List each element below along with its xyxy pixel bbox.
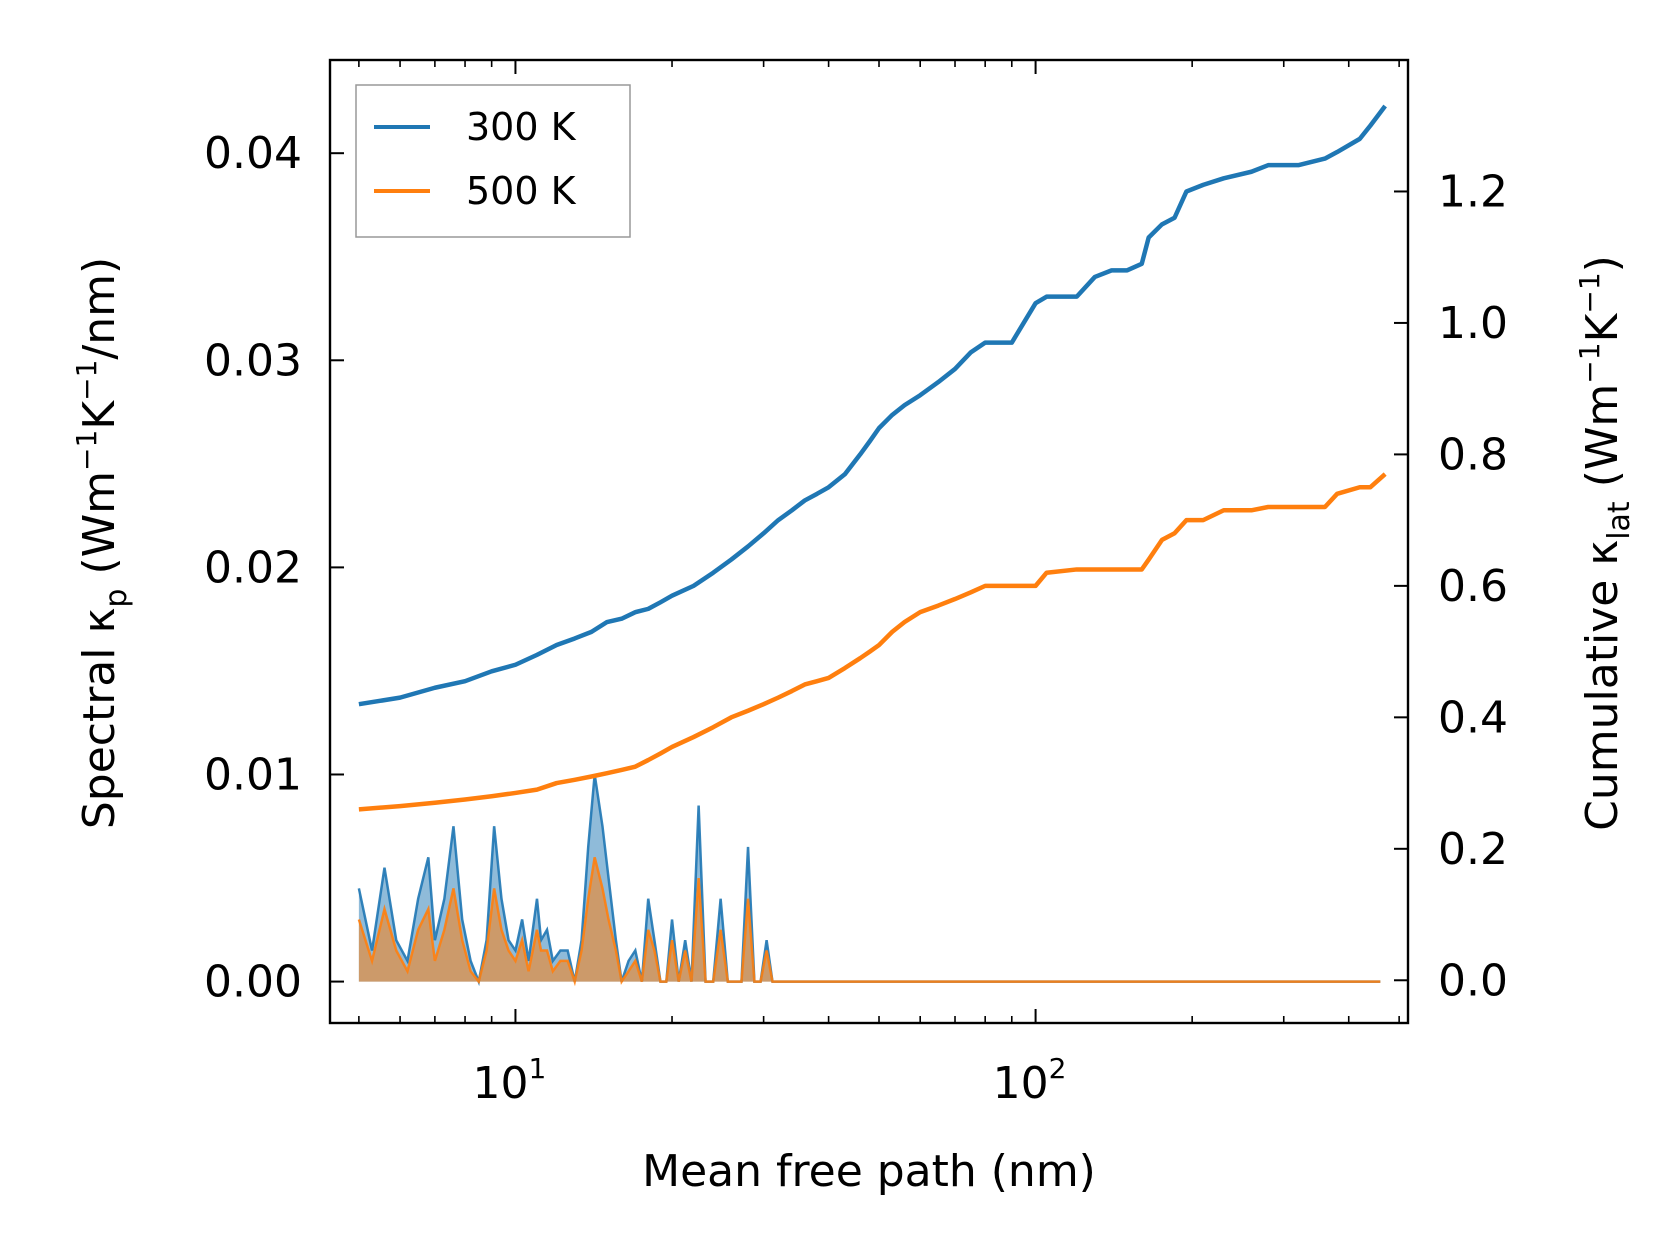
axis-ticks: 101 102 0.00 0.01 0.02 0.03 0.04 0.0 0.2 0.4 0.6 0.… <box>204 60 1508 1109</box>
plot-frame <box>328 58 1410 1025</box>
y-left-tick-label: 0.04 <box>204 128 302 179</box>
y-left-tick-label: 0.02 <box>204 542 302 593</box>
x-axis-label: Mean free path (nm) <box>642 1146 1096 1197</box>
y-right-tick-label: 0.8 <box>1438 429 1508 480</box>
legend-box <box>355 84 631 238</box>
legend-label-500k: 500 K <box>466 169 577 213</box>
y-axis-label-left: Spectral κp (Wm−1K−1/nm) <box>70 257 134 829</box>
x-tick-label: 102 <box>993 1052 1067 1109</box>
x-tick-label: 101 <box>473 1052 547 1109</box>
legend-label-300k: 300 K <box>466 105 577 149</box>
y-left-tick-label: 0.03 <box>204 335 302 386</box>
plot-area <box>357 104 1387 987</box>
y-right-tick-label: 0.4 <box>1438 692 1508 743</box>
y-left-tick-label: 0.01 <box>204 749 302 800</box>
y-right-tick-label: 1.2 <box>1438 166 1508 217</box>
cumulative-line-300k <box>358 104 1387 707</box>
y-right-tick-label: 0.6 <box>1438 561 1508 612</box>
y-axis-label-right: Cumulative κlat (Wm−1K−1) <box>1573 255 1637 831</box>
spectral-line-500k <box>357 857 1381 987</box>
spectral-area-500k <box>358 857 1381 982</box>
y-right-tick-label: 0.2 <box>1438 824 1508 875</box>
cumulative-line-500k <box>358 472 1387 812</box>
y-right-tick-label: 0.0 <box>1438 955 1508 1006</box>
y-right-tick-label: 1.0 <box>1438 298 1508 349</box>
y-left-tick-label: 0.00 <box>204 957 302 1008</box>
legend: 300 K 500 K <box>355 84 631 238</box>
